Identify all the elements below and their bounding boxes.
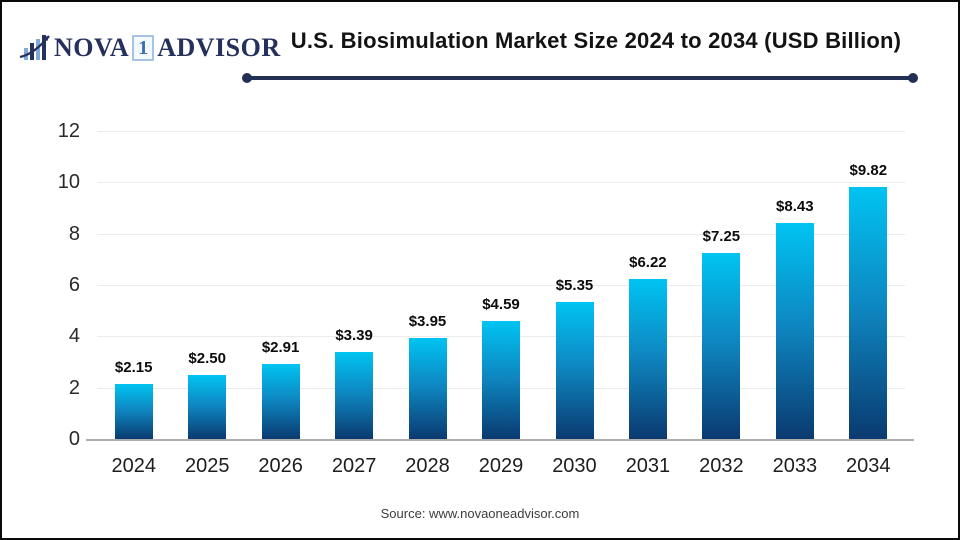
y-axis-label-4: 4 [68, 325, 80, 348]
x-axis-label-2028: 2028 [405, 455, 450, 477]
bar-2031 [628, 279, 667, 439]
value-label-2024: $2.15 [114, 359, 153, 376]
x-axis-label-2027: 2027 [331, 455, 377, 477]
gridline-12 [97, 131, 905, 132]
gridline-8 [97, 233, 905, 235]
y-axis-label-8: 8 [68, 222, 80, 245]
bar-2028 [408, 338, 447, 439]
value-label-2030: $5.35 [555, 277, 594, 294]
source-note: Source: www.novaoneadvisor.com [380, 506, 580, 521]
title-underline [242, 73, 918, 83]
bar-2029 [482, 321, 520, 439]
bar-growth-icon [19, 35, 50, 60]
value-label-2034: $9.82 [849, 162, 888, 179]
bar-2026 [261, 364, 300, 439]
value-label-2027: $3.39 [335, 327, 373, 344]
gridline-6 [97, 285, 905, 286]
bar-2030 [555, 302, 594, 439]
value-label-2026: $2.91 [261, 339, 300, 356]
brand-logo: NOVA 1 ADVISOR [18, 28, 281, 68]
value-label-2032: $7.25 [702, 228, 741, 245]
brand-word-advisor: ADVISOR [157, 33, 281, 62]
bar-2025 [188, 375, 227, 439]
bar-2024 [114, 384, 153, 439]
x-axis-label-2031: 2031 [625, 455, 671, 477]
value-label-2029: $4.59 [482, 296, 520, 313]
y-axis-label-2: 2 [68, 376, 80, 399]
value-label-2028: $3.95 [408, 313, 447, 330]
brand-digit-badge: 1 [132, 35, 155, 61]
x-axis-line [86, 439, 914, 441]
x-axis-label-2034: 2034 [846, 455, 891, 477]
bar-2033 [775, 223, 814, 439]
bar-2027 [335, 352, 374, 439]
value-label-2025: $2.50 [188, 350, 226, 367]
gridline-10 [97, 182, 905, 184]
rule-right-dot [908, 73, 918, 83]
x-axis-label-2029: 2029 [478, 455, 524, 477]
x-axis-label-2025: 2025 [185, 455, 230, 477]
value-label-2033: $8.43 [776, 198, 814, 215]
bar-2032 [702, 253, 741, 439]
y-axis-label-6: 6 [68, 274, 80, 296]
bar-2034 [849, 187, 888, 439]
rule-left-dot [242, 73, 252, 83]
x-axis-label-2024: 2024 [111, 455, 157, 477]
y-axis-label-10: 10 [57, 171, 80, 194]
brand-word-nova: NOVA [54, 33, 130, 62]
chart-title: U.S. Biosimulation Market Size 2024 to 2… [290, 28, 902, 53]
y-axis-label-0: 0 [68, 428, 80, 450]
x-axis-label-2030: 2030 [552, 455, 597, 477]
x-axis-label-2033: 2033 [772, 455, 818, 477]
y-axis-label-12: 12 [57, 120, 80, 142]
x-axis-label-2032: 2032 [699, 455, 744, 477]
value-label-2031: $6.22 [629, 254, 667, 271]
x-axis-label-2026: 2026 [258, 455, 303, 477]
